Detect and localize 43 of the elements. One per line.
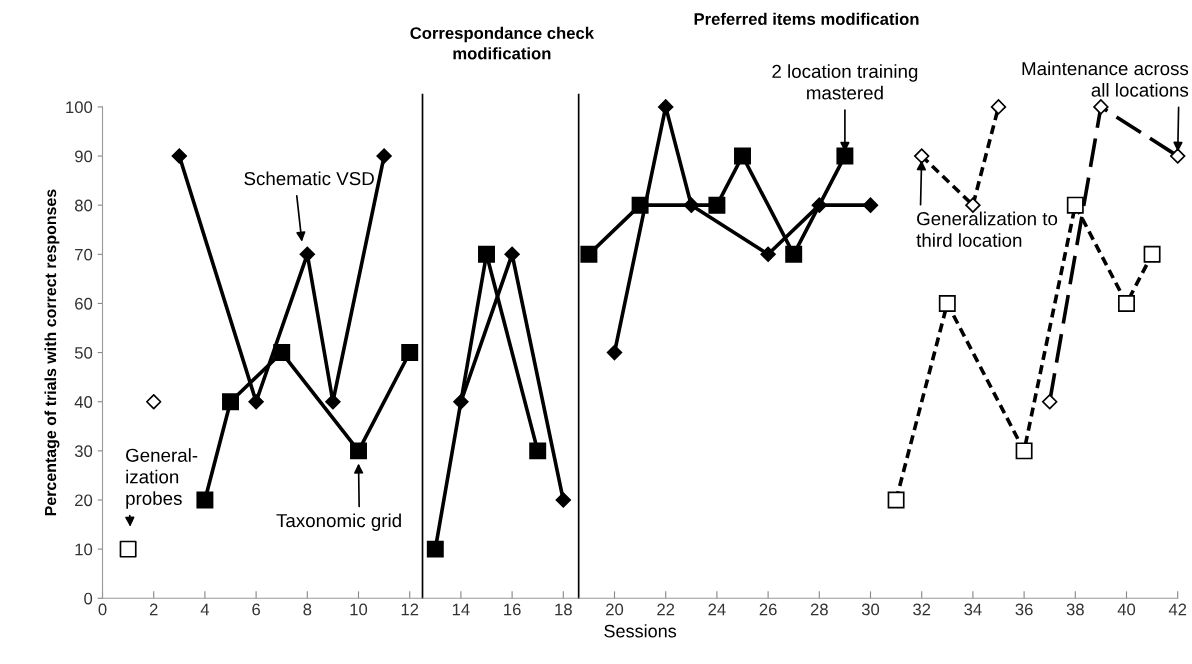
x-tick-label: 30 (861, 603, 880, 616)
annotation: Schematic VSD (244, 171, 374, 186)
x-tick-label: 22 (657, 603, 675, 616)
y-axis-title: Percentage of trials with correct responses (44, 189, 60, 516)
y-tick-label: 40 (74, 396, 93, 408)
y-tick-label: 60 (75, 297, 93, 310)
x-tick-label: 26 (759, 603, 777, 616)
y-tick-label: 50 (74, 346, 93, 359)
x-tick-label: 14 (452, 603, 470, 616)
x-tick-label: 32 (913, 603, 931, 616)
x-tick-label: 24 (708, 603, 726, 616)
x-tick-label: 36 (1015, 603, 1033, 616)
x-tick-label: 6 (252, 603, 261, 616)
x-tick-label: 0 (98, 603, 107, 616)
x-tick-label: 8 (303, 603, 312, 616)
y-tick-label: 100 (66, 101, 93, 114)
annotation: Taxonomic grid (276, 513, 401, 531)
y-tick-label: 80 (74, 199, 93, 212)
y-tick-label: 20 (75, 494, 93, 507)
annotation: General- ization probes (126, 448, 198, 509)
x-tick-label: 10 (350, 603, 368, 616)
x-tick-label: 12 (401, 603, 419, 616)
y-tick-label: 30 (74, 445, 93, 458)
x-tick-label: 2 (149, 603, 158, 616)
annotation: Maintenance across all locations (1022, 61, 1189, 97)
annotation: Generalization to third location (916, 211, 1058, 247)
y-tick-label: 0 (84, 592, 93, 605)
text: Correspondance check modification (410, 26, 595, 60)
x-tick-label: 40 (1117, 603, 1136, 616)
x-tick-label: 34 (964, 603, 982, 616)
text: Preferred items modification (694, 12, 919, 25)
annotation: 2 location training mastered (772, 64, 918, 100)
x-tick-label: 20 (606, 603, 624, 616)
x-tick-label: 28 (810, 603, 828, 616)
x-tick-label: 42 (1168, 603, 1187, 616)
x-tick-label: 16 (504, 603, 521, 616)
x-tick-label: 18 (555, 603, 572, 616)
y-tick-label: 70 (75, 248, 93, 261)
y-tick-label: 90 (75, 150, 93, 163)
x-tick-label: 38 (1066, 603, 1084, 616)
x-tick-label: 4 (200, 603, 210, 616)
x-axis-title: Sessions (604, 624, 677, 638)
y-tick-label: 10 (75, 543, 93, 556)
